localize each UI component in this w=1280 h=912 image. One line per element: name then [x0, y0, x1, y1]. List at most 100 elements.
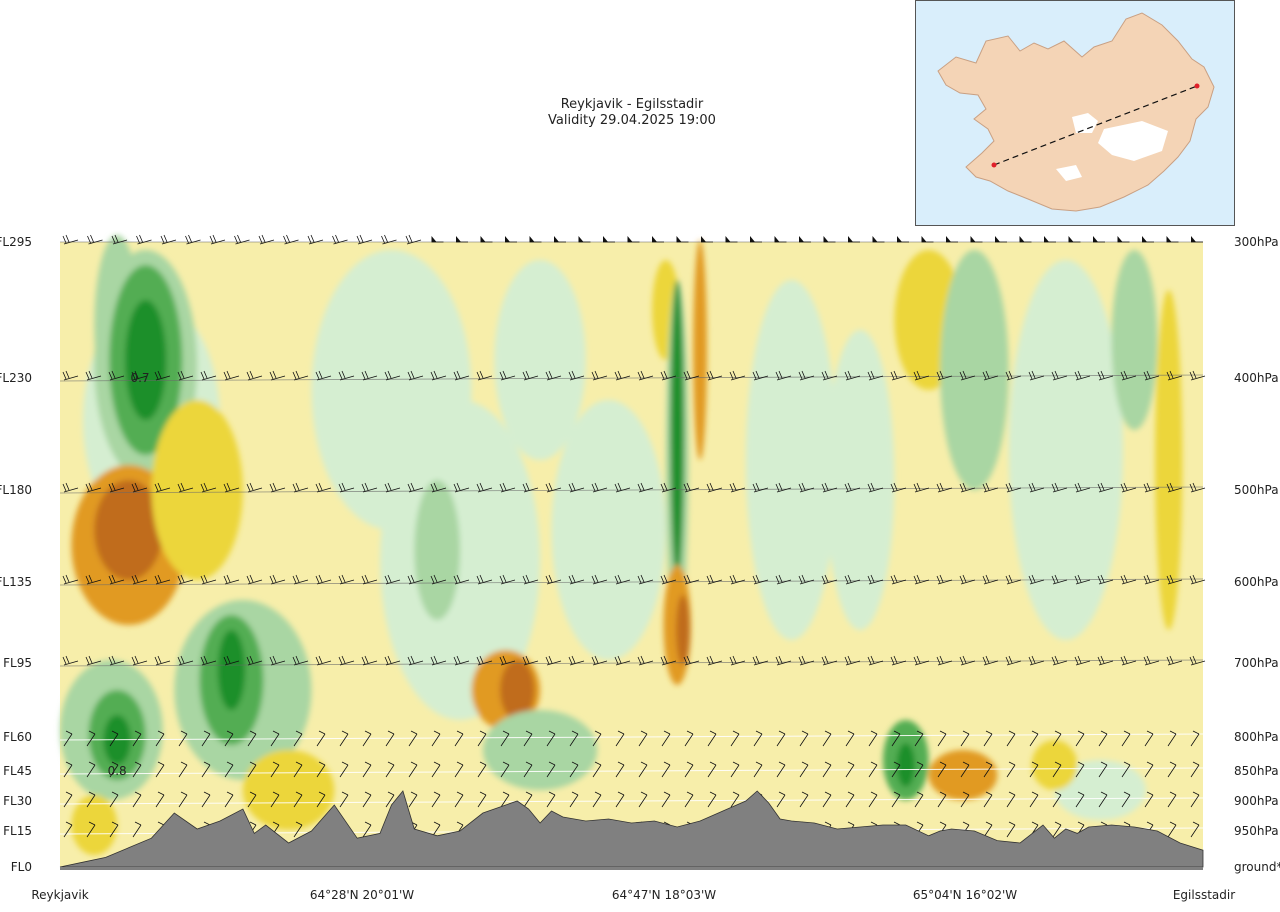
- wind-barb: [591, 574, 608, 585]
- pressure-level-label: 600hPa: [1234, 575, 1279, 589]
- wind-barb: [1006, 730, 1016, 747]
- wind-barb: [822, 730, 832, 747]
- ground-base: [60, 867, 1203, 870]
- wind-barb: [821, 370, 838, 381]
- wind-barb: [660, 655, 677, 666]
- wind-barb: [890, 574, 907, 585]
- wind-barb: [578, 236, 591, 243]
- wind-barb: [1028, 482, 1045, 493]
- wind-barb: [339, 730, 349, 747]
- wind-barb: [591, 655, 608, 666]
- wind-barb: [453, 370, 470, 381]
- wind-barb: [1097, 655, 1114, 666]
- wind-barb: [131, 370, 148, 381]
- wind-barb: [913, 482, 930, 493]
- wind-barb: [1189, 370, 1206, 381]
- wind-barb: [523, 730, 533, 747]
- flight-level-label: FL0: [11, 860, 32, 874]
- wind-barb: [270, 791, 280, 808]
- wind-barb: [615, 791, 625, 808]
- wind-barb: [201, 761, 211, 778]
- location-label: Reykjavik: [31, 888, 88, 902]
- wind-barb: [676, 236, 689, 243]
- wind-barb: [1029, 761, 1039, 778]
- wind-barb: [431, 236, 444, 243]
- wind-barb: [500, 761, 510, 778]
- field-blob: [217, 630, 246, 710]
- wind-barb: [224, 761, 234, 778]
- wind-barb: [614, 574, 631, 585]
- wind-barb: [1097, 370, 1114, 381]
- wind-barb: [799, 761, 809, 778]
- wind-barb: [729, 655, 746, 666]
- wind-barb: [1167, 730, 1177, 747]
- field-blob: [825, 330, 895, 630]
- wind-barb: [454, 730, 464, 747]
- wind-barb: [430, 370, 447, 381]
- wind-barb: [568, 370, 585, 381]
- wind-barb: [637, 574, 654, 585]
- wind-barb: [338, 574, 355, 585]
- wind-barb: [1074, 370, 1091, 381]
- wind-barb: [1117, 236, 1130, 243]
- wind-barb: [867, 574, 884, 585]
- wind-barb: [1167, 761, 1177, 778]
- wind-barb: [477, 730, 487, 747]
- wind-barb: [1144, 730, 1154, 747]
- wind-barb: [913, 655, 930, 666]
- wind-barb: [684, 761, 694, 778]
- wind-barb: [362, 730, 372, 747]
- wind-barb: [983, 761, 993, 778]
- wind-barb: [270, 761, 280, 778]
- field-blob: [940, 250, 1009, 490]
- wind-barb: [155, 730, 165, 747]
- flight-level-label: FL230: [0, 371, 32, 385]
- flight-level-label: FL295: [0, 235, 32, 249]
- wind-barb: [178, 791, 188, 808]
- wind-barb: [269, 655, 286, 666]
- wind-barb: [522, 370, 539, 381]
- iceland-map: [916, 1, 1234, 225]
- pressure-level-label: 900hPa: [1234, 794, 1279, 808]
- wind-barb: [592, 791, 602, 808]
- field-blob: [551, 400, 666, 660]
- flight-level-label: FL95: [3, 656, 32, 670]
- field-blob: [670, 280, 685, 580]
- field-blob: [896, 743, 915, 787]
- wind-barb: [430, 482, 447, 493]
- wind-barb: [683, 482, 700, 493]
- location-label: Egilsstadir: [1173, 888, 1235, 902]
- wind-barb: [614, 370, 631, 381]
- wind-barb: [706, 370, 723, 381]
- wind-barb: [872, 236, 885, 243]
- wind-barb: [408, 791, 418, 808]
- wind-barb: [983, 821, 993, 838]
- wind-barb: [1189, 655, 1206, 666]
- wind-barb: [247, 761, 257, 778]
- wind-barb: [200, 482, 217, 493]
- wind-barb: [62, 370, 79, 381]
- wind-barb: [223, 482, 240, 493]
- wind-barb: [799, 730, 809, 747]
- wind-barb: [316, 761, 326, 778]
- wind-barb: [499, 574, 516, 585]
- wind-barb: [476, 574, 493, 585]
- wind-barb: [1142, 236, 1154, 243]
- wind-barb: [270, 730, 280, 747]
- wind-barb: [430, 574, 447, 585]
- wind-barb: [407, 482, 424, 493]
- flight-level-label: FL45: [3, 764, 32, 778]
- field-blob: [494, 260, 586, 460]
- wind-barb: [132, 791, 142, 808]
- wind-barb: [108, 655, 125, 666]
- wind-barb: [706, 574, 723, 585]
- wind-barb: [638, 791, 648, 808]
- wind-barb: [868, 761, 878, 778]
- field-blob: [676, 595, 690, 665]
- wind-barb: [970, 236, 983, 243]
- pressure-level-line: [59, 733, 1204, 741]
- wind-barb: [85, 655, 102, 666]
- wind-barb: [1166, 482, 1183, 493]
- wind-barb: [1075, 761, 1085, 778]
- wind-barb: [776, 730, 786, 747]
